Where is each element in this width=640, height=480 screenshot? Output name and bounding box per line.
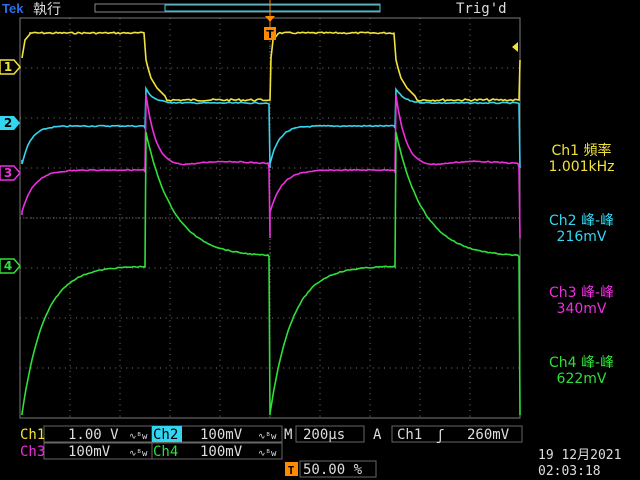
ch2-label: Ch2	[153, 427, 178, 443]
ch1-coupling-icon: ∿ᴮw	[129, 432, 148, 442]
trigger-status: Trig'd	[456, 1, 507, 17]
measurement-value: 340mV	[556, 301, 607, 317]
run-state: 執行	[33, 2, 61, 18]
trigger-level[interactable]: 260mV	[467, 427, 510, 443]
measurement-value: 622mV	[556, 371, 607, 387]
time: 02:03:18	[538, 464, 601, 479]
ch1-waveform	[21, 31, 521, 103]
trigger-box	[391, 425, 523, 443]
ch4-label: Ch4	[153, 444, 178, 460]
waveforms	[21, 31, 521, 416]
trigger-source[interactable]: Ch1	[397, 427, 422, 443]
ch3-marker-label: 3	[4, 166, 12, 180]
ch3-waveform	[21, 94, 521, 239]
ch4-marker[interactable]: 4	[0, 258, 21, 274]
ch1-marker-label: 1	[4, 60, 12, 74]
trigger-mode: A	[373, 427, 382, 443]
ch2-label-highlight	[152, 426, 182, 442]
ch4-coupling-icon: ∿ᴮw	[258, 449, 277, 459]
ch1-marker[interactable]: 1	[0, 59, 21, 75]
trigger-level-icon[interactable]	[512, 42, 518, 52]
ch3-scale[interactable]: 100mV	[68, 444, 111, 460]
ch3-coupling-icon: ∿ᴮw	[129, 449, 148, 459]
ch2-scale[interactable]: 100mV	[200, 427, 243, 443]
date: 19 12月2021	[538, 448, 621, 463]
ch1-scale[interactable]: 1.00 V	[68, 427, 119, 443]
brand-logo: Tek	[2, 1, 24, 16]
measurement-title[interactable]: Ch2 峰-峰	[548, 213, 615, 229]
ch4-waveform	[21, 131, 521, 416]
ch2-coupling-icon: ∿ᴮw	[258, 432, 277, 442]
trigger-arrow-icon	[265, 16, 275, 22]
ch4-scale-box	[151, 442, 283, 460]
ch2-waveform	[21, 85, 521, 169]
ch4-scale[interactable]: 100mV	[200, 444, 243, 460]
ch2-marker[interactable]: 2	[0, 116, 20, 130]
ch4-marker-label: 4	[4, 259, 12, 273]
trigger-position[interactable]: 50.00 %	[303, 462, 363, 478]
ch3-label: Ch3	[20, 444, 45, 460]
ch2-marker-label: 2	[4, 116, 12, 130]
measurement-title[interactable]: Ch1 頻率	[551, 143, 612, 159]
measurement-value: 216mV	[556, 229, 607, 245]
trigger-position-icon	[285, 462, 298, 476]
measurement-title[interactable]: Ch3 峰-峰	[548, 285, 615, 301]
trigger-position-box	[299, 460, 377, 478]
trigger-slope-icon: ʃ	[436, 428, 444, 444]
trigger-marker-label: T	[266, 28, 274, 41]
header-bar: Tek 執行 Trig'd	[2, 0, 507, 18]
trigger-marker-top[interactable]: T	[264, 16, 276, 41]
timebase-box	[295, 425, 365, 443]
timebase-label: M	[284, 427, 292, 443]
measurement-title[interactable]: Ch4 峰-峰	[548, 355, 615, 371]
trigger-position-marker: T	[288, 464, 295, 477]
ch3-marker[interactable]: 3	[0, 165, 21, 181]
record-view-window	[164, 4, 381, 12]
ch1-label: Ch1	[20, 427, 45, 443]
timebase-value[interactable]: 200μs	[303, 427, 345, 443]
measurement-value: 1.001kHz	[548, 159, 615, 175]
